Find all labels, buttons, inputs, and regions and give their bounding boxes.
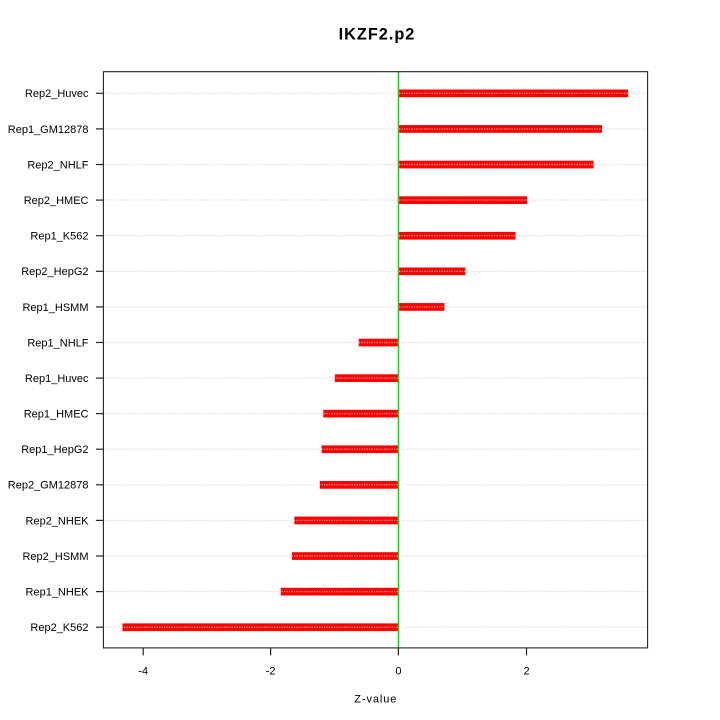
svg-text:Rep1_HepG2: Rep1_HepG2 [21,444,88,456]
svg-text:IKZF2.p2: IKZF2.p2 [339,26,416,44]
svg-text:Rep2_HepG2: Rep2_HepG2 [21,266,88,278]
svg-text:Rep2_HSMM: Rep2_HSMM [22,551,88,563]
svg-text:Rep1_NHEK: Rep1_NHEK [26,587,90,599]
svg-text:-2: -2 [266,666,276,678]
svg-text:Rep1_HMEC: Rep1_HMEC [24,409,89,421]
svg-text:0: 0 [395,666,401,678]
svg-text:Rep2_Huvec: Rep2_Huvec [25,88,89,100]
svg-text:Rep2_NHLF: Rep2_NHLF [27,159,88,171]
svg-text:Rep1_NHLF: Rep1_NHLF [27,337,88,349]
svg-text:Z-value: Z-value [354,693,397,705]
svg-text:Rep1_GM12878: Rep1_GM12878 [8,124,89,136]
svg-text:Rep1_HSMM: Rep1_HSMM [22,302,88,314]
svg-text:Rep1_K562: Rep1_K562 [30,231,88,243]
svg-text:Rep2_K562: Rep2_K562 [30,622,88,634]
svg-text:Rep2_NHEK: Rep2_NHEK [26,515,90,527]
svg-text:Rep1_Huvec: Rep1_Huvec [25,373,89,385]
svg-text:-4: -4 [138,666,148,678]
svg-text:2: 2 [523,666,529,678]
svg-text:Rep2_GM12878: Rep2_GM12878 [8,480,89,492]
svg-text:Rep2_HMEC: Rep2_HMEC [24,195,89,207]
